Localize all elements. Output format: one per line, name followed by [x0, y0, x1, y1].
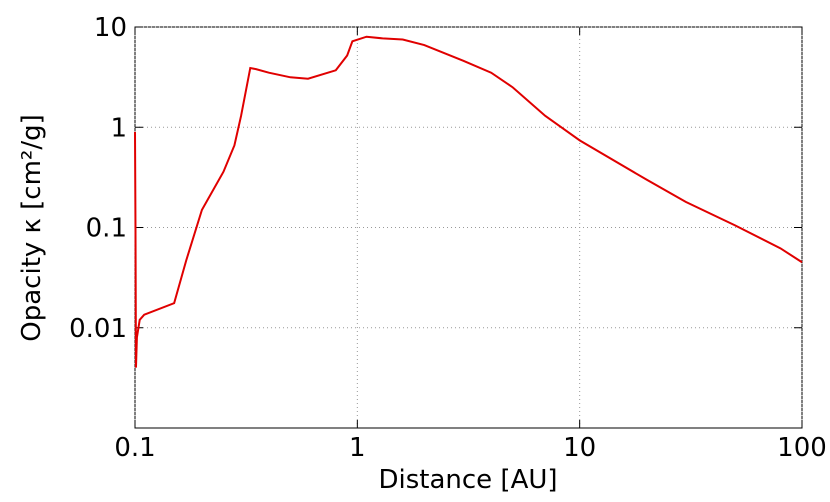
y-tick-label: 0.01 [69, 314, 127, 344]
y-tick-label: 0.1 [86, 214, 127, 244]
x-tick-label: 1 [349, 433, 366, 463]
y-tick-label: 1 [110, 113, 127, 143]
x-axis-label: Distance [AU] [378, 465, 557, 495]
x-tick-label: 0.1 [114, 433, 155, 463]
y-axis-label: Opacity κ [cm²/g] [17, 114, 47, 341]
y-tick-label: 10 [94, 13, 127, 43]
x-tick-label: 10 [563, 433, 596, 463]
x-tick-label: 100 [777, 433, 827, 463]
data-line [134, 35, 803, 368]
